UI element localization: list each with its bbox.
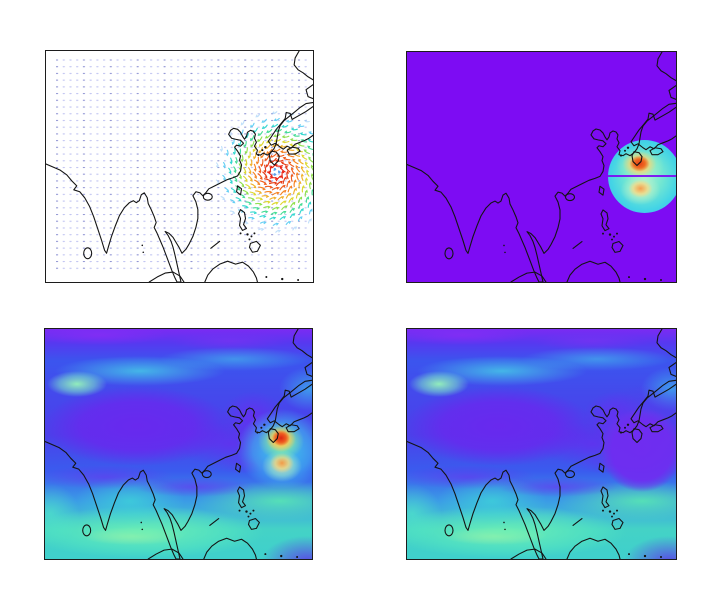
panel-environmental-wind-speed xyxy=(406,328,677,560)
coastline-map xyxy=(45,329,312,559)
typhoon-hotspot xyxy=(45,329,312,559)
panel-vortex-wind-vectors xyxy=(45,50,314,283)
vortex-quiver-arrows xyxy=(215,111,313,233)
panel-total-wind-speed xyxy=(44,328,313,560)
vortex-seam-line xyxy=(607,174,676,178)
coastline-map xyxy=(407,52,676,282)
coastline-map xyxy=(407,329,676,559)
coastline-map xyxy=(46,51,313,282)
panel-vortex-wind-speed xyxy=(406,51,677,283)
vortex-speed-circle xyxy=(607,139,676,213)
vortex-removed-patch xyxy=(407,329,676,559)
